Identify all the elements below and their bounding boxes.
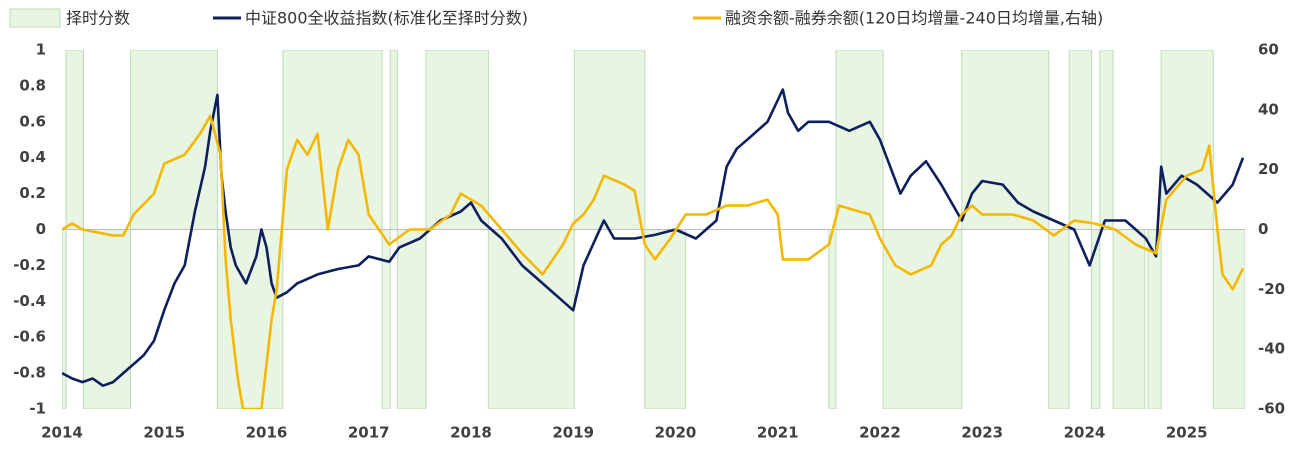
x-tick-label: 2014 [41,424,83,442]
score-block [573,50,646,230]
score-block [1160,50,1214,230]
score-block [487,229,575,409]
y2-tick-label: -60 [1258,400,1285,418]
x-tick-label: 2018 [450,424,492,442]
x-tick-label: 2015 [143,424,185,442]
score-block [1068,50,1093,230]
score-block [65,50,84,230]
score-block [381,229,391,409]
x-tick-label: 2021 [757,424,799,442]
score-block [396,229,427,409]
score-block [82,229,132,409]
score-block [1212,229,1245,409]
line-group [62,88,1245,409]
x-tick-label: 2022 [859,424,901,442]
y-tick-label: -0.4 [13,292,46,310]
y-tick-label: 1 [36,41,46,59]
x-tick-label: 2024 [1064,424,1106,442]
score-block [644,229,687,409]
x-tick-label: 2019 [552,424,594,442]
y-tick-label: 0.4 [19,148,46,166]
legend-swatch [9,8,61,28]
score-block [389,50,398,230]
legend-label: 择时分数 [66,9,130,28]
score-block [961,50,1050,230]
y-tick-label: -0.6 [13,328,46,346]
x-tick-label: 2025 [1166,424,1208,442]
score-block [835,50,884,230]
legend-label: 中证800全收益指数(标准化至择时分数) [245,9,528,28]
y-tick-label: -0.8 [13,364,46,382]
score-block [62,229,67,409]
y2-tick-label: 20 [1258,160,1279,178]
score-block [1099,50,1114,230]
score-block [1112,229,1146,409]
x-tick-label: 2016 [246,424,288,442]
y-tick-label: -1 [29,400,46,418]
y2-tick-label: -20 [1258,280,1285,298]
y2-tick-label: 40 [1258,100,1279,118]
y-tick-label: 0.6 [19,112,46,130]
series-line [62,88,1245,387]
y-tick-label: -0.2 [13,256,46,274]
y2-tick-label: 0 [1258,220,1268,238]
score-block [828,229,837,409]
x-tick-label: 2023 [961,424,1003,442]
y2-tick-label: 60 [1258,41,1279,59]
y-tick-label: 0.8 [19,76,46,94]
legend-label: 融资余额-融券余额(120日均增量-240日均增量,右轴) [725,9,1103,28]
score-block [1147,229,1162,409]
y-tick-label: 0.2 [19,184,46,202]
score-block [1048,229,1070,409]
y-tick-label: 0 [36,220,46,238]
y2-tick-label: -40 [1258,340,1285,358]
x-tick-label: 2017 [348,424,390,442]
series-line [62,114,1245,409]
score-block [882,229,963,409]
x-tick-label: 2020 [655,424,697,442]
score-block [216,229,284,409]
